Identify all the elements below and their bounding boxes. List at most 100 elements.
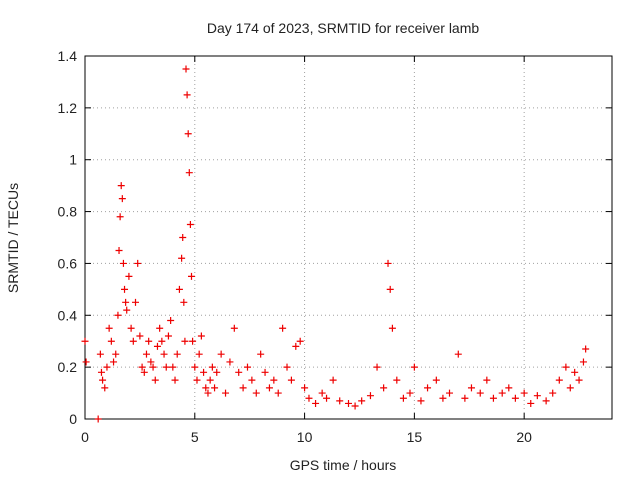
data-point: [292, 342, 300, 350]
data-point: [318, 389, 326, 397]
x-tick-label: 5: [191, 429, 199, 445]
data-point: [305, 394, 313, 402]
data-point: [301, 384, 309, 392]
data-point: [351, 402, 359, 410]
data-point: [82, 358, 90, 366]
data-point: [123, 306, 131, 314]
data-point: [265, 384, 273, 392]
data-points: [81, 65, 590, 423]
data-point: [116, 213, 124, 221]
data-point: [138, 363, 146, 371]
data-point: [582, 345, 590, 353]
x-axis-label: GPS time / hours: [290, 457, 397, 473]
plot-frame: [84, 55, 613, 420]
data-point: [187, 272, 195, 280]
data-point: [180, 298, 188, 306]
data-point: [243, 363, 251, 371]
data-point: [230, 324, 238, 332]
x-tick-label: 15: [407, 429, 423, 445]
data-point: [248, 376, 256, 384]
data-point: [239, 384, 247, 392]
data-point: [164, 332, 172, 340]
data-point: [129, 337, 137, 345]
data-point: [182, 65, 190, 73]
data-point: [206, 376, 214, 384]
data-point: [358, 397, 366, 405]
data-point: [171, 376, 179, 384]
data-point: [178, 254, 186, 262]
data-point: [555, 376, 563, 384]
x-tick-label: 20: [516, 429, 532, 445]
data-point: [417, 397, 425, 405]
data-point: [162, 363, 170, 371]
data-point: [287, 376, 295, 384]
data-point: [184, 130, 192, 138]
data-point: [140, 368, 148, 376]
data-point: [118, 195, 126, 203]
data-point: [527, 399, 535, 407]
data-point: [432, 376, 440, 384]
y-tick-label: 0.2: [58, 359, 78, 375]
data-point: [181, 337, 189, 345]
data-point: [505, 384, 513, 392]
data-point: [211, 384, 219, 392]
data-point: [257, 350, 265, 358]
data-point: [384, 259, 392, 267]
data-point: [179, 234, 187, 241]
y-tick-label: 1.4: [58, 48, 78, 64]
data-point: [252, 389, 260, 397]
data-point: [336, 397, 344, 405]
data-point: [117, 182, 125, 190]
data-point: [222, 389, 230, 397]
data-point: [81, 337, 89, 345]
data-point: [323, 394, 331, 402]
data-point: [279, 324, 287, 332]
data-point: [115, 246, 123, 254]
data-point: [202, 384, 210, 392]
data-point: [388, 324, 396, 332]
y-tick-label: 0.8: [58, 204, 78, 220]
data-point: [151, 376, 159, 384]
data-point: [476, 389, 484, 397]
data-point: [197, 332, 205, 340]
data-point: [461, 394, 469, 402]
data-point: [261, 368, 269, 376]
y-tick-label: 0.6: [58, 255, 78, 271]
data-point: [175, 285, 183, 293]
x-tick-label: 0: [81, 429, 89, 445]
data-point: [380, 384, 388, 392]
data-point: [153, 342, 161, 350]
data-point: [191, 363, 199, 371]
data-point: [562, 363, 570, 371]
data-point: [410, 363, 418, 371]
data-point: [533, 392, 541, 400]
data-point: [173, 350, 181, 358]
data-point: [142, 350, 150, 358]
data-point: [107, 337, 115, 345]
data-point: [110, 358, 118, 366]
data-point: [454, 350, 462, 358]
data-point: [149, 363, 157, 371]
y-tick-label: 1: [69, 152, 77, 168]
data-point: [160, 350, 168, 358]
data-point: [96, 350, 104, 358]
data-point: [399, 394, 407, 402]
data-point: [186, 221, 194, 229]
y-tick-label: 1.2: [58, 100, 78, 116]
data-point: [127, 324, 135, 332]
data-point: [145, 337, 153, 345]
data-point: [329, 376, 337, 384]
data-point: [105, 324, 113, 332]
data-point: [489, 394, 497, 402]
data-point: [122, 298, 130, 306]
data-point: [498, 389, 506, 397]
data-point: [132, 298, 140, 306]
data-point: [94, 415, 102, 423]
data-point: [439, 394, 447, 402]
data-point: [373, 363, 381, 371]
data-point: [183, 91, 191, 99]
data-point: [136, 332, 144, 340]
data-point: [579, 358, 587, 366]
data-point: [167, 316, 175, 324]
